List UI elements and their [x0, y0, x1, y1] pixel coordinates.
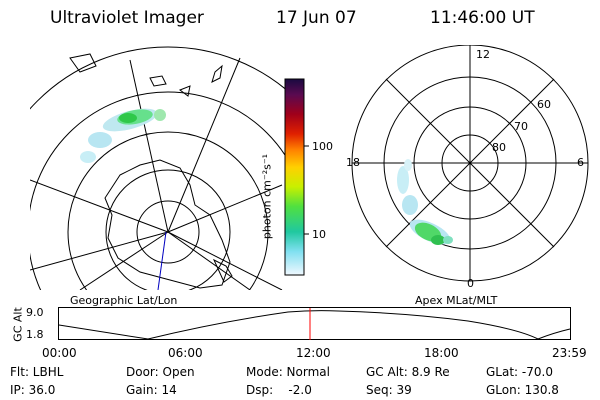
status-gain: Gain: 14: [126, 383, 177, 397]
status-glon: GLon: 130.8: [486, 383, 559, 397]
altitude-tick-low: 1.8: [26, 328, 44, 341]
mlt-label-6: 6: [577, 156, 584, 169]
time-tick-0600: 06:00: [168, 346, 203, 360]
time-label: 11:46:00 UT: [430, 8, 535, 28]
status-mode: Mode: Normal: [246, 365, 330, 379]
time-tick-1200: 12:00: [296, 346, 331, 360]
status-dsp: Dsp: -2.0: [246, 383, 312, 397]
status-seq: Seq: 39: [366, 383, 412, 397]
colorbar-tick-10: 10: [312, 228, 326, 241]
status-gc-alt: GC Alt: 8.9 Re: [366, 365, 450, 379]
status-filter: Flt: LBHL: [10, 365, 64, 379]
mlt-label-12: 12: [476, 48, 490, 61]
magnetic-polar-map: [351, 45, 589, 282]
geographic-map: [30, 46, 285, 290]
colorbar-tick-100: 100: [312, 140, 333, 153]
status-glat: GLat: -70.0: [486, 365, 553, 379]
status-door: Door: Open: [126, 365, 195, 379]
mlat-label-70: 70: [514, 120, 528, 133]
status-ip: IP: 36.0: [10, 383, 56, 397]
altitude-plot: [58, 307, 571, 340]
left-panel-caption: Geographic Lat/Lon: [70, 294, 178, 307]
mlat-label-60: 60: [537, 98, 551, 111]
colorbar: [284, 78, 309, 276]
app-title: Ultraviolet Imager: [50, 8, 204, 28]
time-tick-0000: 00:00: [42, 346, 77, 360]
mlat-label-80: 80: [492, 141, 506, 154]
time-tick-2359: 23:59: [552, 346, 587, 360]
time-tick-1800: 18:00: [424, 346, 459, 360]
altitude-tick-high: 9.0: [26, 306, 44, 319]
altitude-axis-label: GC Alt: [11, 307, 25, 342]
mlt-label-0: 0: [467, 277, 474, 290]
colorbar-unit-label: photon cm⁻²s⁻¹: [260, 153, 274, 240]
date-label: 17 Jun 07: [276, 8, 357, 28]
right-panel-caption: Apex MLat/MLT: [415, 294, 498, 307]
mlt-label-18: 18: [346, 156, 360, 169]
